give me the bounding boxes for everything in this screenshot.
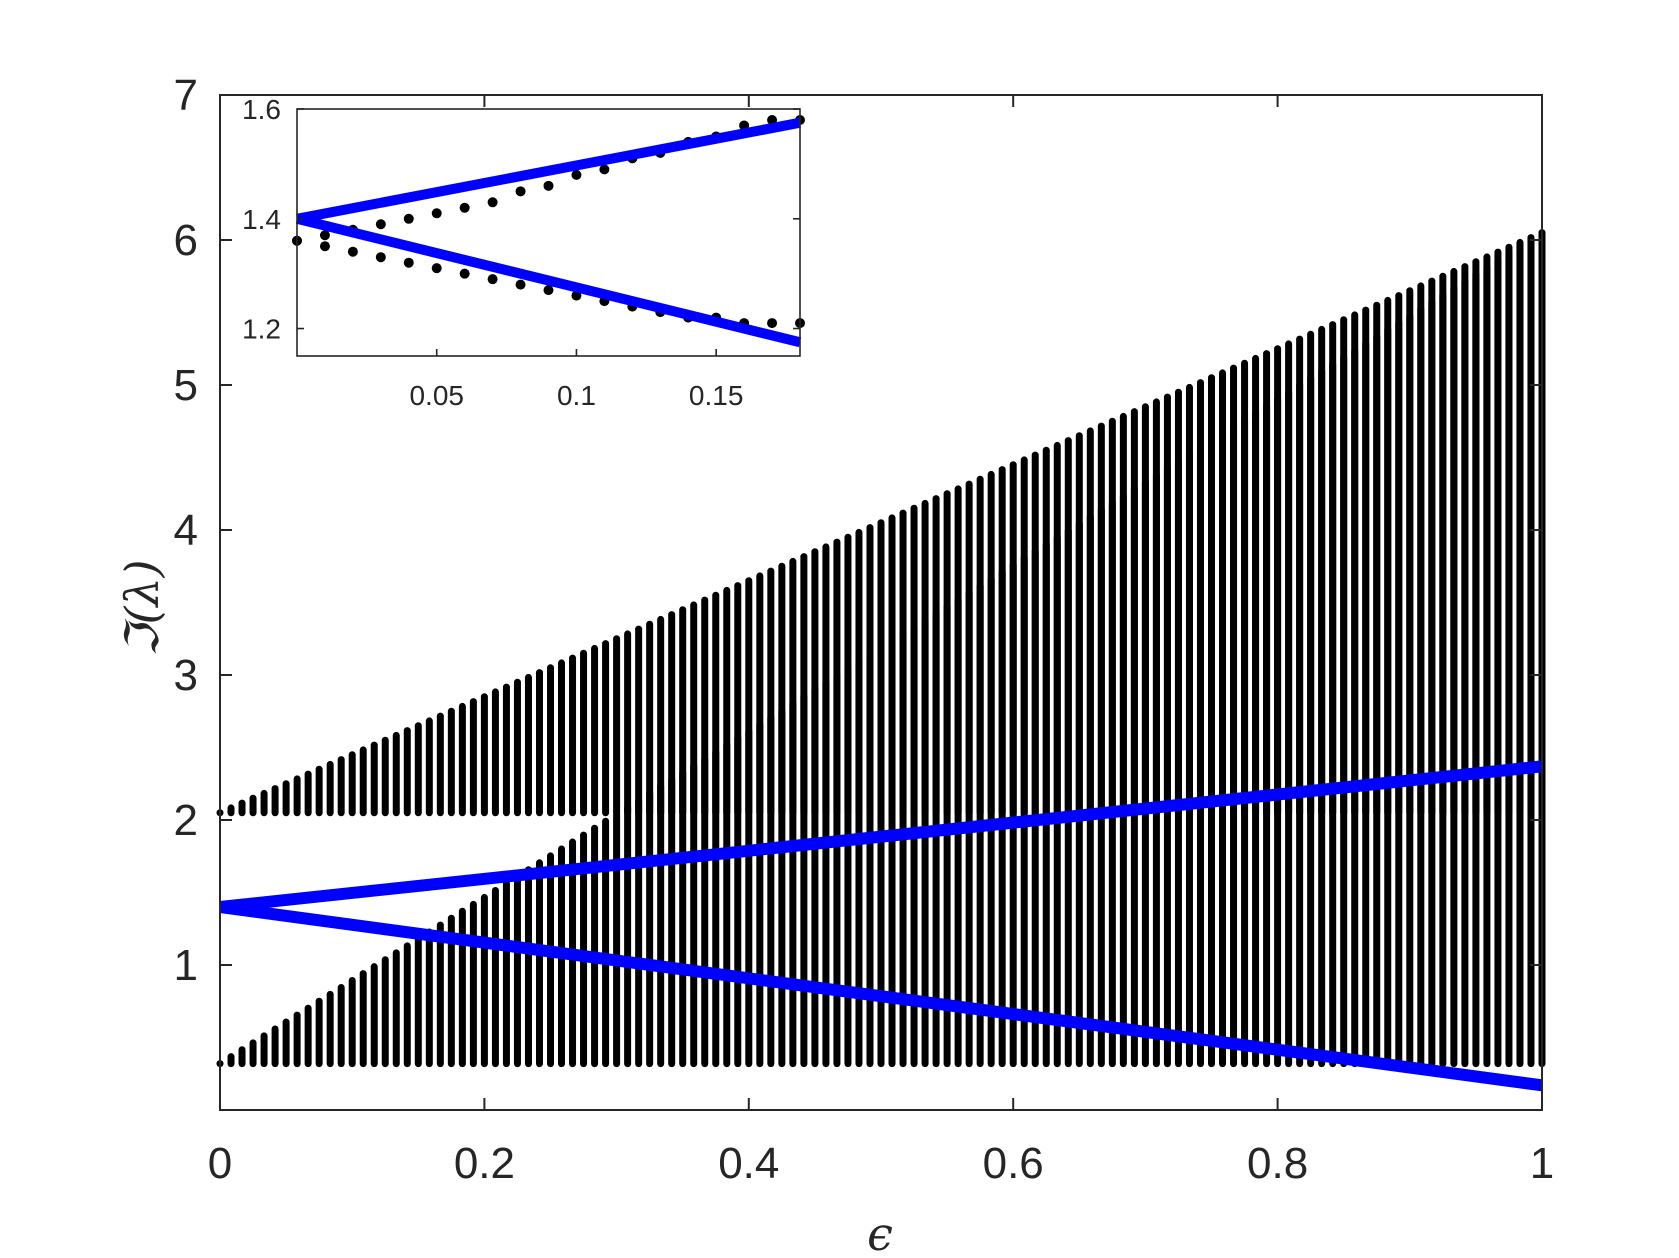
inset-point — [403, 213, 414, 224]
inset-point — [319, 230, 330, 241]
inset-point — [767, 114, 778, 125]
main-axes-box — [219, 94, 1543, 1111]
inset-x-tick-label: 0.05 — [409, 380, 464, 411]
inset-point — [431, 263, 442, 274]
inset-x-tick-label: 0.1 — [557, 380, 596, 411]
asymptote-line — [219, 901, 1543, 1092]
inset-point — [767, 318, 778, 329]
x-tick-label: 0.2 — [454, 1139, 515, 1188]
y-tick-label: 5 — [174, 361, 198, 410]
inset-x-tick-label: 0.15 — [689, 380, 744, 411]
inset-y-tick-label: 1.4 — [242, 204, 281, 235]
inset-point — [403, 257, 414, 268]
inset-asymptote-line — [296, 117, 801, 224]
inset-point — [543, 180, 554, 191]
inset-plot: 0.05 0.1 0.15 1.2 1.4 1.6 — [242, 94, 805, 411]
inset-point — [459, 268, 470, 279]
x-tick-label: 0.4 — [718, 1139, 779, 1188]
inset-point — [319, 241, 330, 252]
x-axis-label: ϵ — [867, 1207, 893, 1258]
inset-point — [515, 279, 526, 290]
main-asymptote-lines — [219, 760, 1543, 1092]
inset-point — [487, 274, 498, 285]
inset-point — [571, 169, 582, 180]
inset-point — [487, 197, 498, 208]
inset-y-tick-label: 1.2 — [242, 314, 281, 345]
inset-y-tick-label: 1.6 — [242, 94, 281, 125]
y-tick-label: 7 — [174, 71, 198, 120]
x-tick-label: 0.6 — [983, 1139, 1044, 1188]
inset-point — [431, 208, 442, 219]
inset-asymptote-line — [295, 213, 802, 348]
asymptote-line — [219, 760, 1543, 913]
inset-y-axis: 1.2 1.4 1.6 — [242, 94, 800, 345]
x-tick-label: 0.8 — [1247, 1139, 1308, 1188]
inset-point — [375, 252, 386, 263]
inset-axes-box — [296, 108, 801, 357]
x-tick-label: 0 — [208, 1139, 232, 1188]
inset-point — [347, 246, 358, 257]
y-tick-label: 4 — [174, 506, 198, 555]
y-axis-label: ℑ(λ) — [115, 559, 169, 656]
main-y-axis: 1 2 3 4 5 6 7 — [174, 71, 1542, 990]
x-tick-label: 1 — [1530, 1139, 1554, 1188]
inset-point — [375, 219, 386, 230]
inset-point — [459, 202, 470, 213]
y-tick-label: 1 — [174, 941, 198, 990]
y-tick-label: 2 — [174, 796, 198, 845]
y-tick-label: 6 — [174, 216, 198, 265]
main-x-axis: 0 0.2 0.4 0.6 0.8 1 — [208, 95, 1554, 1188]
inset-x-axis: 0.05 0.1 0.15 — [409, 349, 743, 411]
y-tick-label: 3 — [174, 651, 198, 700]
inset-point — [543, 285, 554, 296]
inset-point — [515, 186, 526, 197]
inset-point — [599, 164, 610, 175]
main-plot: 0 0.2 0.4 0.6 0.8 1 1 2 3 4 5 6 7 ϵ ℑ(λ) — [115, 71, 1554, 1258]
inset-asymptote-lines — [295, 117, 802, 348]
